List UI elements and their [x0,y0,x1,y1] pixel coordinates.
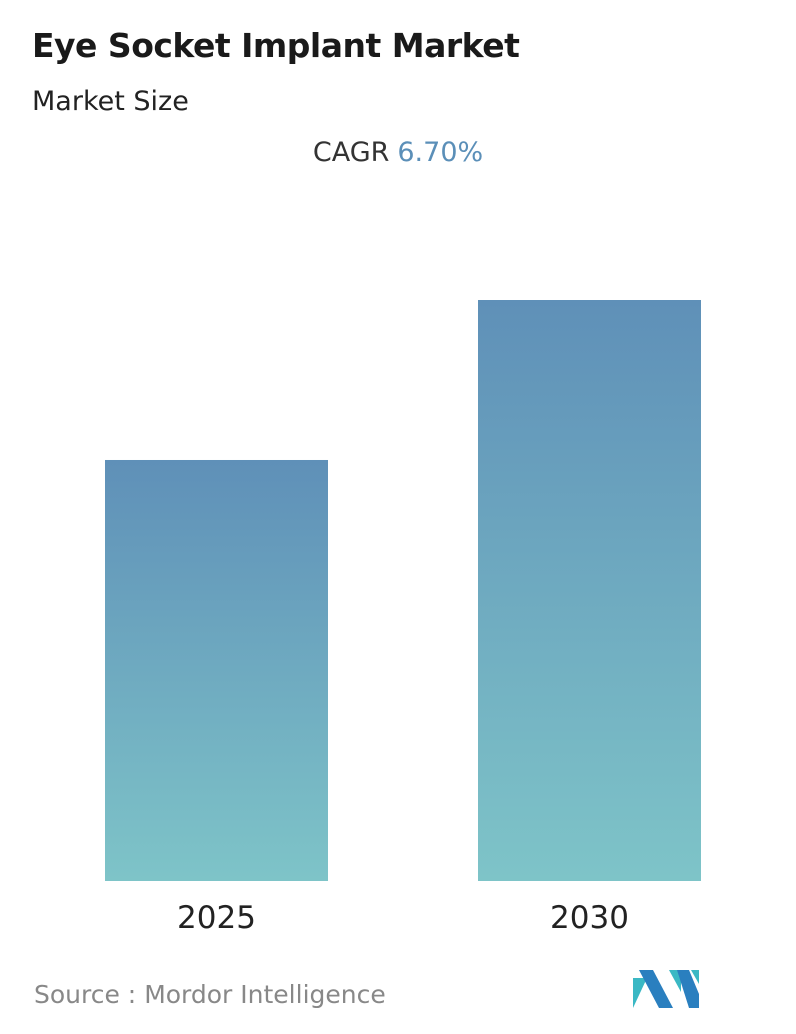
x-tick-label: 2025 [177,900,256,936]
x-tick-label: 2030 [550,900,629,936]
bar-2025 [105,459,328,881]
source-value: Mordor Intelligence [144,980,386,1009]
source-note: Source : Mordor Intelligence [34,980,386,1009]
mordor-intelligence-logo [633,970,699,1008]
cagr-label: CAGR 6.70% [0,137,796,168]
chart-subtitle: Market Size [32,86,189,117]
source-label: Source : [34,980,137,1009]
bar-2030 [478,300,701,881]
cagr-value: 6.70% [397,137,484,168]
cagr-text: CAGR [312,137,390,168]
bar-chart: 2025 2030 [105,300,701,936]
chart-title: Eye Socket Implant Market [32,26,520,65]
